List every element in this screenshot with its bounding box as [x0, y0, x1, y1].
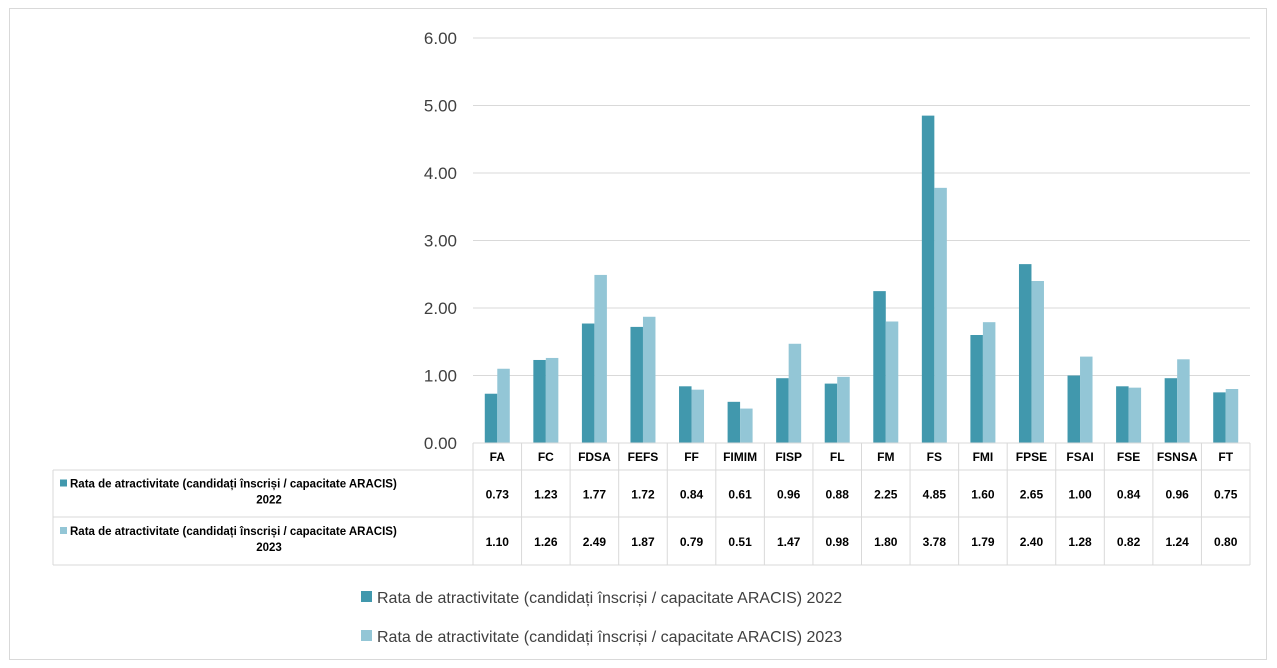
data-label: 3.78	[923, 535, 947, 549]
data-label: 1.24	[1165, 535, 1189, 549]
data-label: 1.79	[971, 535, 995, 549]
bar-FT-series-2	[1225, 389, 1239, 443]
bar-FISP-series-1	[776, 378, 789, 443]
category-label: FDSA	[578, 450, 611, 464]
category-label: FF	[684, 450, 699, 464]
legend-label: Rata de atractivitate (candidați înscriș…	[377, 590, 842, 607]
bar-FMI-series-1	[970, 335, 983, 443]
bar-FSE-series-1	[1116, 386, 1129, 443]
data-label: 1.23	[534, 488, 558, 502]
data-label: 0.51	[728, 535, 752, 549]
data-label: 1.72	[631, 488, 655, 502]
bar-FIMIM-series-1	[727, 401, 741, 443]
bar-FDSA-series-1	[581, 323, 595, 443]
data-label: 0.75	[1214, 488, 1238, 502]
bar-FF-series-2	[691, 389, 705, 443]
y-tick-label: 6.00	[424, 29, 457, 48]
bar-FM-series-2	[885, 321, 899, 443]
table-row-label-year: 2023	[256, 542, 282, 554]
bar-FSAI-series-1	[1067, 375, 1081, 443]
category-label: FA	[490, 450, 506, 464]
bar-FS-series-2	[934, 187, 947, 443]
bar-FT-series-1	[1213, 392, 1226, 443]
data-label: 2.65	[1020, 488, 1044, 502]
data-label: 2.25	[874, 488, 898, 502]
bar-FC-series-2	[545, 357, 559, 443]
legend-swatch	[361, 630, 372, 641]
y-tick-label: 0.00	[424, 434, 457, 453]
data-label: 1.10	[486, 535, 510, 549]
data-label: 1.47	[777, 535, 801, 549]
category-label: FEFS	[628, 450, 659, 464]
table-legend-key	[60, 527, 67, 534]
bar-FSE-series-2	[1128, 387, 1142, 443]
y-tick-label: 1.00	[424, 367, 457, 386]
category-label: FSNSA	[1157, 450, 1198, 464]
bar-FSNSA-series-1	[1164, 378, 1178, 443]
bar-FC-series-1	[533, 359, 546, 443]
category-label: FM	[877, 450, 894, 464]
category-label: FISP	[775, 450, 802, 464]
bar-FS-series-1	[921, 115, 935, 443]
bar-FA-series-2	[497, 368, 510, 443]
data-label: 1.00	[1068, 488, 1092, 502]
category-label: FMI	[973, 450, 994, 464]
category-label: FSE	[1117, 450, 1140, 464]
data-label: 1.60	[971, 488, 995, 502]
data-label: 1.26	[534, 535, 558, 549]
y-tick-label: 3.00	[424, 232, 457, 251]
data-label: 0.96	[777, 488, 801, 502]
category-label: FIMIM	[723, 450, 757, 464]
category-label: FC	[538, 450, 554, 464]
data-label: 4.85	[923, 488, 947, 502]
table-row-label: Rata de atractivitate (candidați înscriș…	[70, 479, 397, 491]
data-label: 0.84	[680, 488, 704, 502]
bar-FF-series-1	[679, 386, 692, 443]
category-label: FS	[927, 450, 942, 464]
data-label: 0.73	[486, 488, 510, 502]
data-label: 0.98	[826, 535, 850, 549]
table-row-label: Rata de atractivitate (candidați înscriș…	[70, 526, 397, 538]
category-label: FL	[830, 450, 845, 464]
data-label: 1.28	[1068, 535, 1092, 549]
bar-FEFS-series-2	[642, 316, 656, 443]
data-label: 0.80	[1214, 535, 1238, 549]
data-label: 2.49	[583, 535, 607, 549]
bar-FM-series-1	[873, 291, 886, 443]
category-label: FT	[1218, 450, 1233, 464]
bar-FISP-series-2	[788, 343, 802, 443]
category-label: FPSE	[1016, 450, 1047, 464]
bar-FL-series-2	[837, 376, 850, 443]
bar-FSNSA-series-2	[1177, 359, 1190, 443]
data-label: 1.87	[631, 535, 655, 549]
bar-FPSE-series-2	[1031, 281, 1044, 443]
y-tick-label: 2.00	[424, 299, 457, 318]
bar-FMI-series-2	[982, 322, 996, 443]
bar-FIMIM-series-2	[740, 408, 753, 443]
legend-swatch	[361, 591, 372, 602]
data-label: 0.96	[1165, 488, 1189, 502]
data-label: 1.77	[583, 488, 607, 502]
bar-FPSE-series-1	[1018, 264, 1032, 443]
table-legend-key	[60, 479, 67, 487]
table-row-label-year: 2022	[256, 495, 282, 507]
legend-label: Rata de atractivitate (candidați înscriș…	[377, 629, 842, 646]
y-tick-label: 4.00	[424, 164, 457, 183]
data-label: 1.80	[874, 535, 898, 549]
data-label: 2.40	[1020, 535, 1044, 549]
data-label: 0.61	[728, 488, 752, 502]
bar-FEFS-series-1	[630, 326, 643, 443]
bar-FDSA-series-2	[594, 274, 607, 443]
bar-FA-series-1	[484, 393, 498, 443]
bar-FSAI-series-2	[1080, 356, 1093, 443]
category-label: FSAI	[1066, 450, 1093, 464]
y-tick-label: 5.00	[424, 97, 457, 116]
data-label: 0.84	[1117, 488, 1141, 502]
data-label: 0.82	[1117, 535, 1141, 549]
bar-FL-series-1	[824, 383, 838, 443]
data-label: 0.88	[826, 488, 850, 502]
data-label: 0.79	[680, 535, 704, 549]
